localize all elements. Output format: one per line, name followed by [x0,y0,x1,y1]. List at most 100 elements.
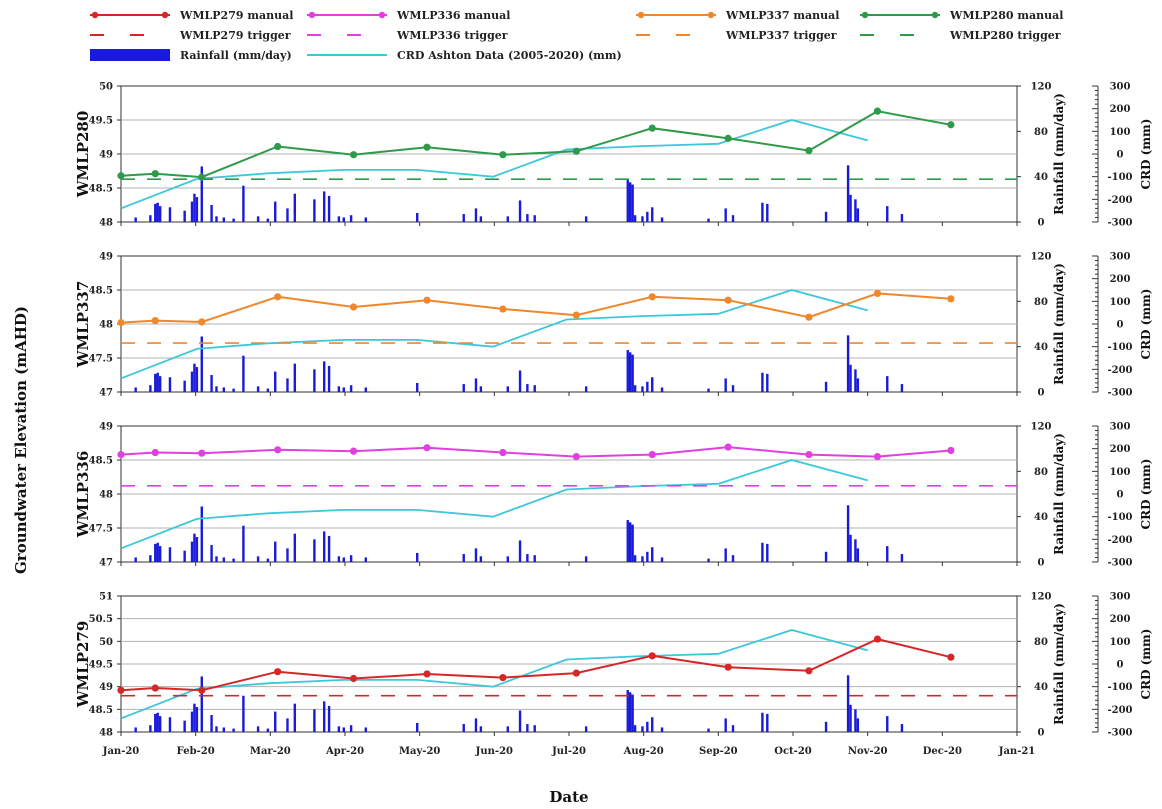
rainfall-bar [149,555,152,562]
rainfall-bar [215,386,218,392]
rainfall-bar [526,724,529,732]
manual-series-point [724,296,732,304]
rainfall-bar [193,703,196,732]
rainfall-bar [168,207,172,222]
manual-series-point [805,147,813,155]
rainfall-bar [629,182,632,222]
manual-series-point [117,172,125,180]
legend-label: CRD Ashton Data (2005-2020) (mm) [397,49,622,62]
rainfall-bar [641,556,644,562]
panel-title: WMLP280 [74,111,92,199]
x-tick-label: Jan-21 [998,746,1036,757]
rainfall-bar [232,728,235,732]
rainfall-bar [322,701,326,732]
legend-swatch [90,49,170,61]
manual-series-point [349,151,358,159]
rainfall-bar [168,547,172,562]
rainfall-bar [824,551,828,562]
x-tick-label: Jan-20 [102,746,140,757]
rainfall-bar [633,385,637,392]
rainfall-bar [651,377,654,392]
rainfall-bar [900,214,904,222]
y-tick-label: 48.5 [89,184,113,195]
rainfall-bar [631,524,634,562]
manual-series-point [572,669,580,677]
rainfall-bar [200,336,203,392]
manual-series-point [274,293,282,301]
crd-axis-label: CRD (mm) [1139,289,1153,360]
rainfall-bar [506,726,509,732]
rainfall-bar [856,718,860,732]
manual-series-point [423,296,431,304]
crd-tick-label: -100 [1107,682,1132,693]
rainfall-bar [651,547,654,562]
legend-marker [308,11,316,19]
manual-series-point [117,450,125,459]
rainfall-bar [584,216,588,222]
rainfall-bar [193,363,196,392]
rainfall-bar [266,558,270,562]
manual-series-point [274,668,282,676]
rainfall-bar [479,386,483,392]
y-axis-label: Groundwater Elevation (mAHD) [12,306,30,574]
rainfall-bar [195,707,199,732]
rainfall-bar [256,556,260,562]
manual-series-point [349,447,358,455]
rainfall-bar [506,556,509,562]
rainfall-bar [274,371,277,392]
rainfall-bar [195,197,199,222]
rainfall-bar [327,535,331,562]
manual-series-point [423,143,431,151]
x-tick-label: Aug-20 [623,746,664,757]
rainfall-bar [724,548,727,562]
panel-title: WMLP337 [74,281,92,369]
manual-series-point [117,686,125,694]
y-tick-label: 48.5 [89,456,113,467]
manual-series-point [648,124,656,132]
manual-series-point [947,295,955,303]
rain-tick-label: 80 [1034,467,1048,478]
rainfall-bar [293,193,297,222]
rain-tick-label: 0 [1038,558,1045,569]
rainfall-bar [222,387,226,392]
rainfall-bar [526,214,529,222]
crd-tick-label: 0 [1117,660,1124,671]
rainfall-bar [149,725,152,732]
rainfall-bar [286,378,289,392]
rainfall-bar [149,215,152,222]
rainfall-bar [349,385,353,392]
manual-series-point [572,453,580,461]
manual-series-point [724,443,732,451]
rain-tick-label: 40 [1034,172,1048,183]
rainfall-bar [846,335,850,392]
rainfall-bar [846,675,850,732]
rainfall-bar [631,694,634,732]
rainfall-bar [134,727,137,732]
rainfall-bar [584,726,588,732]
rainfall-bar [766,373,769,392]
manual-series-point [198,318,206,326]
y-tick-label: 49 [99,252,113,263]
rain-tick-label: 0 [1038,388,1045,399]
rainfall-bar [886,546,889,562]
y-tick-label: 49.5 [89,660,113,671]
rainfall-bar [462,554,465,562]
y-tick-label: 49 [99,422,113,433]
rainfall-bar [293,363,297,392]
rainfall-bar [322,361,326,392]
rainfall-bar [900,554,904,562]
manual-series-point [499,305,507,313]
rainfall-bar [158,376,162,392]
rain-tick-label: 0 [1038,728,1045,739]
rainfall-bar [190,541,194,562]
rainfall-bar [349,725,353,732]
rainfall-bar [349,215,353,222]
rainfall-bar [626,520,629,562]
crd-tick-label: -300 [1107,218,1132,229]
rainfall-bar [533,215,536,222]
rainfall-bar [313,709,316,732]
crd-axis-label: CRD (mm) [1139,119,1153,190]
rainfall-bar [631,184,634,222]
rainfall-bar [886,206,889,222]
crd-tick-label: 300 [1110,592,1131,603]
